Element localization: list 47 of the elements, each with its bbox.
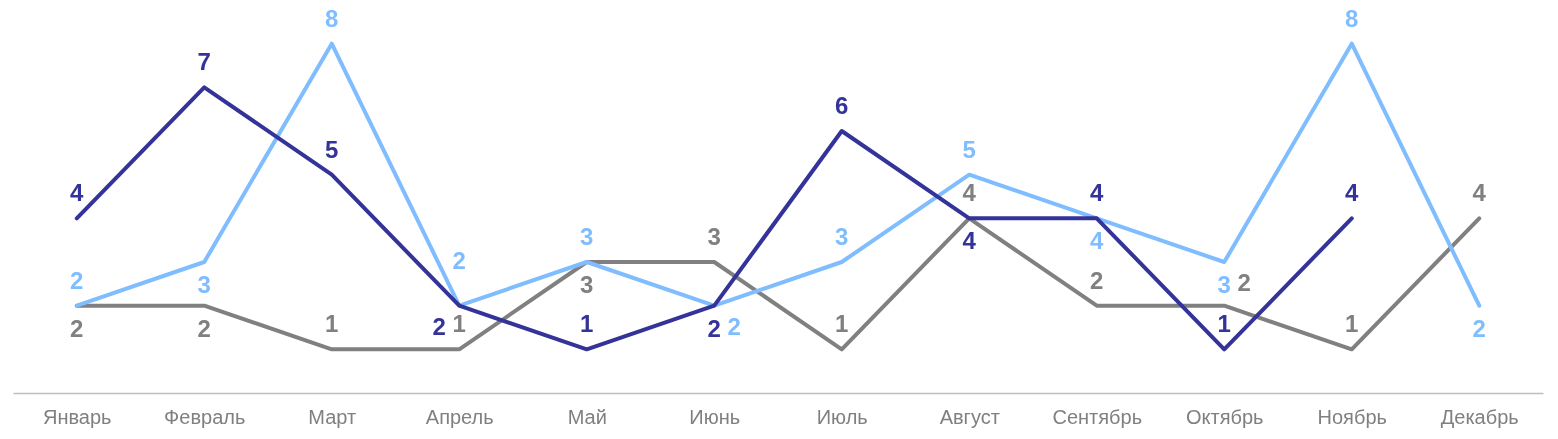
data-label: 3 bbox=[580, 271, 594, 298]
data-label: 2 bbox=[1090, 266, 1104, 294]
data-label: 3 bbox=[197, 271, 211, 298]
data-label: 4 bbox=[1090, 227, 1105, 255]
x-tick-label: Январь bbox=[42, 405, 112, 428]
data-label: 2 bbox=[70, 266, 84, 294]
data-label: 4 bbox=[70, 179, 85, 207]
x-tick-label: Апрель bbox=[425, 405, 494, 428]
data-label: 4 bbox=[1345, 179, 1360, 207]
x-tick-label: Октябрь bbox=[1185, 405, 1264, 428]
data-label: 3 bbox=[1217, 271, 1231, 298]
data-label: 2 bbox=[452, 246, 466, 274]
x-tick-label: Март bbox=[308, 405, 357, 428]
data-label: 3 bbox=[580, 223, 594, 250]
data-label: 8 bbox=[325, 4, 339, 32]
data-label: 2 bbox=[432, 312, 446, 340]
x-tick-label: Август bbox=[939, 405, 1000, 428]
data-label: 1 bbox=[325, 310, 339, 338]
data-label: 8 bbox=[1345, 4, 1359, 32]
data-label: 2 bbox=[707, 314, 721, 342]
x-tick-label: Июль bbox=[816, 405, 868, 428]
x-tick-label: Сентябрь bbox=[1052, 405, 1143, 428]
data-label: 5 bbox=[962, 135, 976, 163]
data-label: 1 bbox=[835, 310, 849, 338]
data-label: 5 bbox=[325, 135, 339, 163]
data-label: 2 bbox=[727, 312, 741, 340]
data-label: 3 bbox=[835, 223, 849, 250]
data-label: 4 bbox=[1090, 179, 1105, 207]
data-label: 4 bbox=[962, 179, 977, 207]
data-label: 7 bbox=[197, 48, 211, 76]
data-label: 2 bbox=[70, 314, 84, 342]
data-label: 3 bbox=[707, 223, 721, 250]
data-label: 1 bbox=[1217, 310, 1231, 338]
data-label: 4 bbox=[1472, 179, 1487, 207]
data-label: 2 bbox=[1237, 268, 1251, 296]
x-tick-label: Декабрь bbox=[1440, 405, 1519, 428]
data-label: 1 bbox=[452, 310, 466, 338]
data-label: 4 bbox=[962, 227, 977, 255]
x-tick-label: Февраль bbox=[164, 405, 246, 428]
x-tick-label: Ноябрь bbox=[1317, 405, 1387, 428]
data-label: 2 bbox=[1472, 314, 1486, 342]
data-label: 6 bbox=[835, 92, 849, 119]
x-tick-label: Июнь bbox=[689, 405, 741, 428]
data-label: 1 bbox=[580, 310, 594, 338]
data-label: 2 bbox=[197, 314, 211, 342]
data-label: 1 bbox=[1345, 310, 1359, 338]
x-tick-label: Май bbox=[567, 405, 607, 428]
